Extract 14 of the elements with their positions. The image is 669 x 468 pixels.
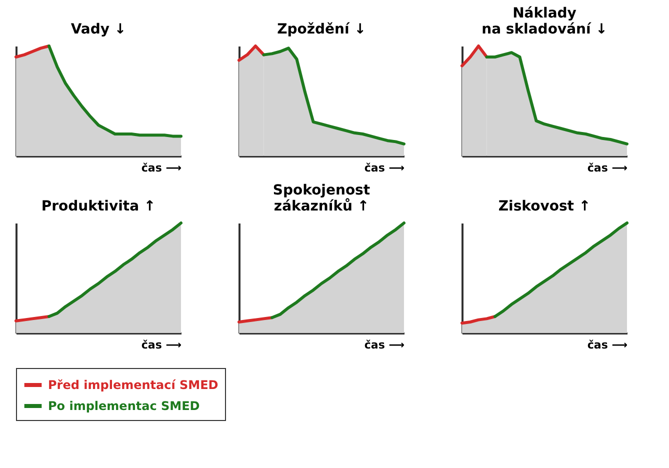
chart-title: Ziskovost ↑ — [498, 198, 591, 214]
legend-label: Před implementací SMED — [48, 378, 218, 392]
legend-label: Po implementac SMED — [48, 399, 200, 413]
x-axis-title: čas ⟶ — [587, 338, 628, 352]
x-axis-title: čas ⟶ — [587, 162, 628, 174]
x-axis-title: čas ⟶ — [141, 338, 182, 352]
x-axis-title: čas ⟶ — [364, 162, 405, 174]
chart-title: Vady ↓ — [70, 22, 126, 38]
x-axis-title: čas ⟶ — [141, 162, 182, 174]
chart-title: Spokojenost zákazníků ↑ — [272, 182, 370, 214]
x-axis-title: čas ⟶ — [364, 338, 405, 352]
chart-title: Zpoždění ↓ — [277, 22, 366, 38]
chart-title: Náklady na skladování ↓ — [482, 6, 608, 38]
chart-title: Produktivita ↑ — [41, 198, 156, 214]
